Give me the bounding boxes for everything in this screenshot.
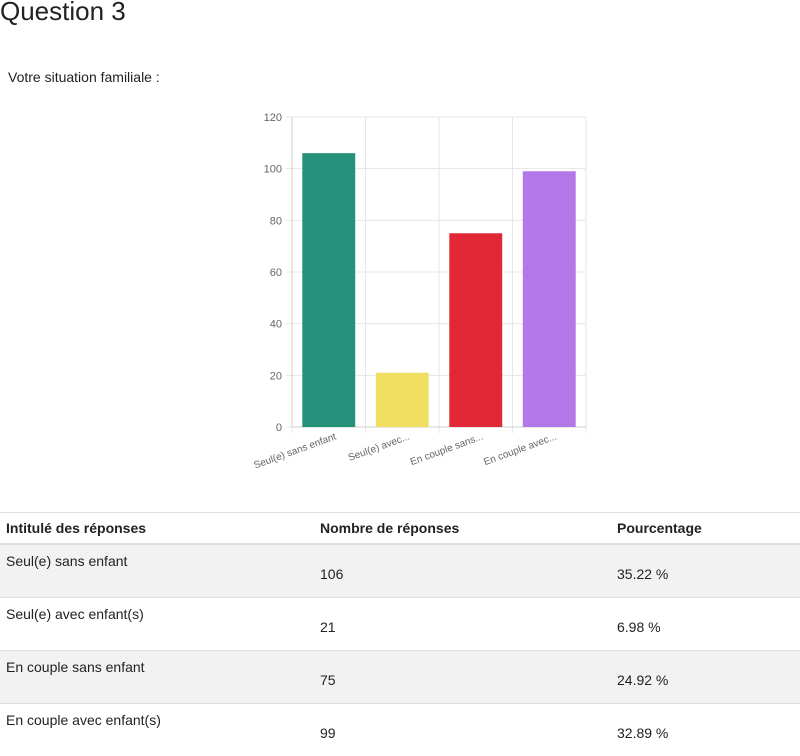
row-count: 106 [314, 544, 611, 598]
row-label: En couple avec enfant(s) [0, 704, 314, 756]
x-tick-label: En couple sans... [409, 431, 485, 468]
table-row: En couple avec enfant(s) 99 32.89 % [0, 704, 800, 756]
row-label: En couple sans enfant [0, 651, 314, 704]
y-tick-label: 120 [264, 112, 282, 124]
row-percent: 24.92 % [611, 651, 800, 704]
row-count: 21 [314, 598, 611, 651]
row-label: Seul(e) avec enfant(s) [0, 598, 314, 651]
bar [449, 233, 502, 427]
x-tick-label: Seul(e) avec... [347, 431, 411, 463]
row-label: Seul(e) sans enfant [0, 544, 314, 598]
row-count: 99 [314, 704, 611, 756]
y-tick-label: 0 [276, 422, 282, 434]
table-row: Seul(e) avec enfant(s) 21 6.98 % [0, 598, 800, 651]
y-tick-label: 20 [270, 370, 282, 382]
results-table: Intitulé des réponses Nombre de réponses… [0, 512, 800, 756]
header-label: Intitulé des réponses [0, 513, 314, 545]
header-count: Nombre de réponses [314, 513, 611, 545]
table-row: En couple sans enfant 75 24.92 % [0, 651, 800, 704]
y-tick-label: 60 [270, 267, 282, 279]
row-count: 75 [314, 651, 611, 704]
x-tick-label: En couple avec... [482, 431, 558, 468]
y-tick-label: 100 [264, 164, 282, 176]
bar [376, 373, 429, 427]
bar [523, 171, 576, 427]
row-percent: 6.98 % [611, 598, 800, 651]
y-tick-label: 40 [270, 319, 282, 331]
y-tick-label: 80 [270, 215, 282, 227]
row-percent: 32.89 % [611, 704, 800, 756]
table-header-row: Intitulé des réponses Nombre de réponses… [0, 513, 800, 545]
bar [302, 153, 355, 427]
x-tick-label: Seul(e) sans enfant [253, 431, 338, 471]
table-row: Seul(e) sans enfant 106 35.22 % [0, 544, 800, 598]
row-percent: 35.22 % [611, 544, 800, 598]
bar-chart: 0 20 40 60 80 100 120 Seul(e) sans enfant Seul(e… [0, 0, 800, 500]
header-percent: Pourcentage [611, 513, 800, 545]
